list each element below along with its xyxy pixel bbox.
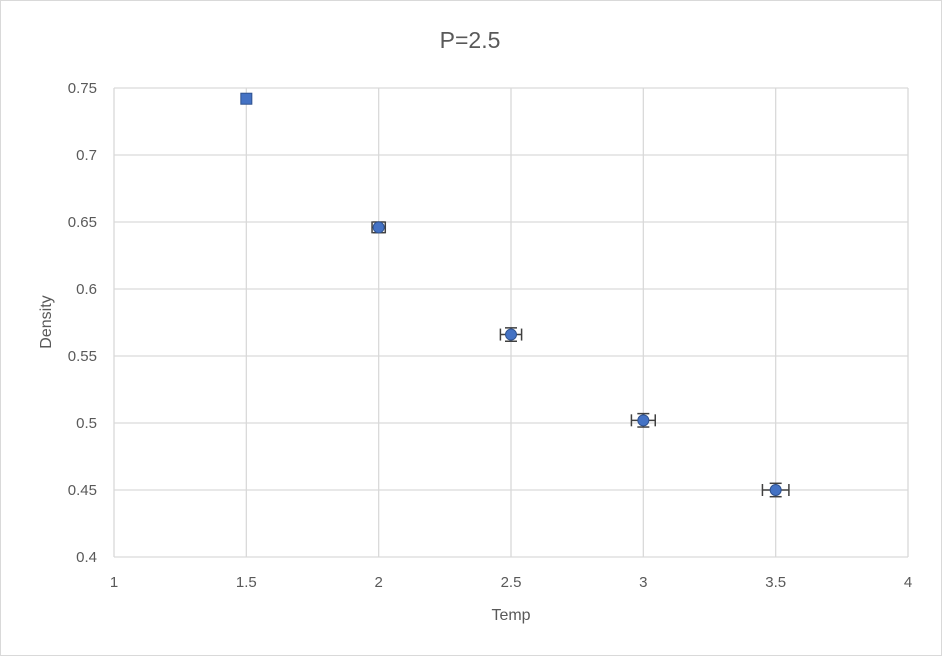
- y-tick-labels: 0.4 0.45 0.5 0.55 0.6 0.65 0.7 0.75: [68, 80, 97, 566]
- chart-title: P=2.5: [440, 27, 501, 53]
- x-tick-labels: 1 1.5 2 2.5 3 3.5 4: [110, 574, 912, 591]
- x-tick-label: 3.5: [765, 574, 786, 591]
- x-tick-label: 1: [110, 574, 118, 591]
- y-tick-label: 0.4: [76, 549, 97, 566]
- x-tick-label: 3: [639, 574, 647, 591]
- x-tick-label: 4: [904, 574, 912, 591]
- y-tick-label: 0.5: [76, 415, 97, 432]
- y-tick-label: 0.45: [68, 482, 97, 499]
- grid-layer: [113, 87, 909, 558]
- data-markers: [240, 92, 782, 496]
- y-axis-title: Density: [38, 295, 55, 348]
- data-point: [769, 484, 782, 496]
- data-point: [372, 221, 385, 234]
- y-tick-label: 0.75: [68, 80, 97, 97]
- x-tick-label: 2.5: [501, 574, 522, 591]
- data-point: [637, 414, 650, 427]
- y-tick-label: 0.6: [76, 281, 97, 298]
- error-bars: [371, 221, 790, 498]
- y-tick-label: 0.7: [76, 147, 97, 164]
- x-tick-label: 2: [374, 574, 382, 591]
- y-tick-label: 0.55: [68, 348, 97, 365]
- data-point: [505, 328, 517, 341]
- x-axis-title: Temp: [491, 607, 530, 624]
- x-tick-label: 1.5: [236, 574, 257, 591]
- data-point: [240, 92, 253, 105]
- y-tick-label: 0.65: [68, 214, 97, 231]
